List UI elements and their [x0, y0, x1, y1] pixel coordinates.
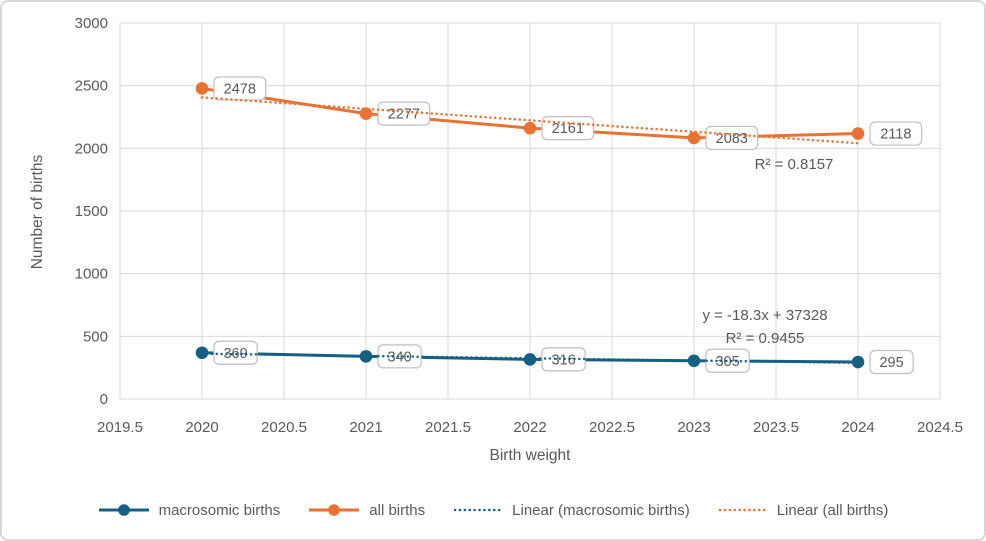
x-tick-label: 2019.5	[97, 419, 143, 436]
data-point-marker[interactable]	[359, 107, 373, 120]
line-marker-swatch-icon	[98, 504, 149, 516]
legend-item-linear-macrosomic-births[interactable]: Linear (macrosomic births)	[453, 502, 690, 519]
data-label-box	[213, 340, 258, 365]
data-label-box	[213, 76, 267, 101]
macrosomic-trend-equation: y = -18.3x + 37328	[702, 307, 827, 324]
x-axis-title: Birth weight	[490, 447, 572, 464]
line-marker-swatch-icon	[309, 504, 360, 516]
legend-label: Linear (all births)	[776, 501, 889, 519]
trendline[interactable]	[200, 352, 860, 365]
x-tick-label: 2024	[841, 419, 874, 436]
data-label: 340	[387, 349, 411, 365]
legend-label: macrosomic births	[158, 501, 281, 519]
x-tick-label: 2023	[677, 419, 710, 436]
dotted-line-swatch-icon	[718, 508, 767, 512]
dotted-line-swatch-icon	[453, 508, 503, 512]
x-tick-label: 2022.5	[589, 419, 635, 436]
data-label: 295	[879, 355, 903, 371]
macrosomic-r2-label: R² = 0.9455	[726, 330, 805, 347]
data-point-marker[interactable]	[687, 354, 701, 368]
x-tick-label: 2021	[349, 419, 382, 436]
x-tick-label: 2020	[185, 419, 218, 436]
data-label: 305	[715, 354, 739, 370]
data-label: 316	[551, 352, 575, 368]
data-point-marker[interactable]	[687, 131, 701, 145]
x-tick-label: 2024.5	[917, 419, 963, 436]
data-label: 2161	[552, 121, 584, 137]
y-tick-label: 1500	[75, 203, 108, 220]
data-point-marker[interactable]	[851, 355, 865, 369]
data-point-marker[interactable]	[523, 121, 537, 135]
data-point-marker[interactable]	[195, 82, 209, 95]
all-births-r2-label: R² = 0.8157	[755, 156, 834, 173]
data-label: 2478	[224, 81, 256, 97]
legend: macrosomic births all births Linear (mac…	[2, 496, 984, 524]
legend-item-macrosomic-births[interactable]: macrosomic births	[98, 501, 281, 519]
x-tick-label: 2023.5	[753, 419, 799, 436]
data-label-box	[869, 121, 923, 146]
x-tick-label: 2020.5	[261, 419, 307, 436]
y-tick-label: 1000	[75, 266, 108, 283]
data-label-box	[705, 125, 759, 151]
legend-label: all births	[369, 501, 426, 519]
trendline[interactable]	[200, 96, 860, 145]
legend-item-linear-all-births[interactable]: Linear (all births)	[718, 501, 889, 519]
y-axis-title: Number of births	[29, 154, 46, 269]
y-tick-label: 500	[83, 328, 108, 345]
data-point-marker[interactable]	[359, 350, 373, 363]
data-point-marker[interactable]	[851, 127, 865, 140]
data-label-box	[377, 101, 431, 126]
legend-item-all-births[interactable]: all births	[308, 502, 425, 519]
y-tick-label: 0	[100, 391, 108, 408]
y-tick-label: 2500	[75, 78, 108, 95]
y-tick-label: 3000	[75, 15, 108, 32]
x-tick-label: 2021.5	[425, 419, 471, 436]
x-tick-label: 2022	[513, 419, 546, 436]
data-label: 2277	[388, 107, 420, 123]
data-label-box	[869, 349, 914, 375]
y-tick-label: 2000	[75, 140, 108, 157]
legend-label: Linear (macrosomic births)	[512, 501, 690, 519]
data-label: 2118	[880, 127, 911, 143]
